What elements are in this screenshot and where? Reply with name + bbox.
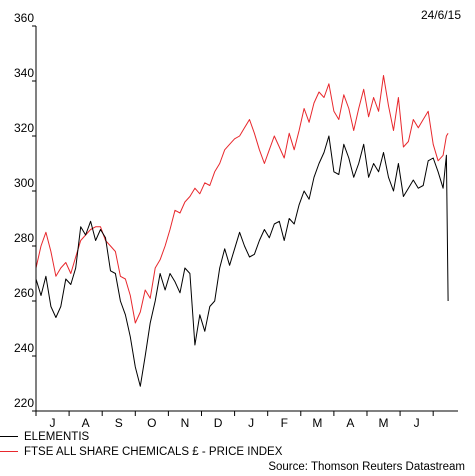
series-line-elementis xyxy=(35,135,449,387)
x-tick-label: F xyxy=(281,416,288,430)
x-tick-label: A xyxy=(346,416,354,430)
legend-label: FTSE ALL SHARE CHEMICALS £ - PRICE INDEX xyxy=(24,446,283,458)
x-tick-label: A xyxy=(82,416,90,430)
y-tick-label: 220 xyxy=(14,396,34,410)
y-tick-label: 240 xyxy=(14,341,34,355)
x-tick-label: M xyxy=(379,416,389,430)
x-tick-label: J xyxy=(248,416,254,430)
legend-entry-elementis: ELEMENTIS xyxy=(0,431,89,443)
x-tick-label: S xyxy=(115,416,123,430)
legend-swatch-red xyxy=(0,451,18,453)
x-tick-label: M xyxy=(312,416,322,430)
x-tick-label: J xyxy=(50,416,56,430)
y-tick-label: 280 xyxy=(14,231,34,245)
legend-entry-ftse-chemicals: FTSE ALL SHARE CHEMICALS £ - PRICE INDEX xyxy=(0,446,282,458)
legend-label: ELEMENTIS xyxy=(24,431,90,443)
x-tick-label: J xyxy=(414,416,420,430)
source-note: Source: Thomson Reuters Datastream xyxy=(268,461,465,473)
y-tick-label: 360 xyxy=(14,11,34,25)
plot-area xyxy=(35,75,449,387)
legend-swatch-black xyxy=(0,436,18,438)
y-tick-label: 320 xyxy=(14,121,34,135)
y-tick-label: 340 xyxy=(14,66,34,80)
x-tick-label: O xyxy=(147,416,156,430)
date-label: 24/6/15 xyxy=(420,8,461,22)
y-tick-label: 300 xyxy=(14,176,34,190)
series-line-ftse-chemicals xyxy=(35,75,449,324)
y-axis: 220 240 260 280 300 320 340 360 xyxy=(14,11,37,412)
x-tick-label: N xyxy=(181,416,190,430)
y-tick-label: 260 xyxy=(14,286,34,300)
x-tick-label: D xyxy=(214,416,223,430)
